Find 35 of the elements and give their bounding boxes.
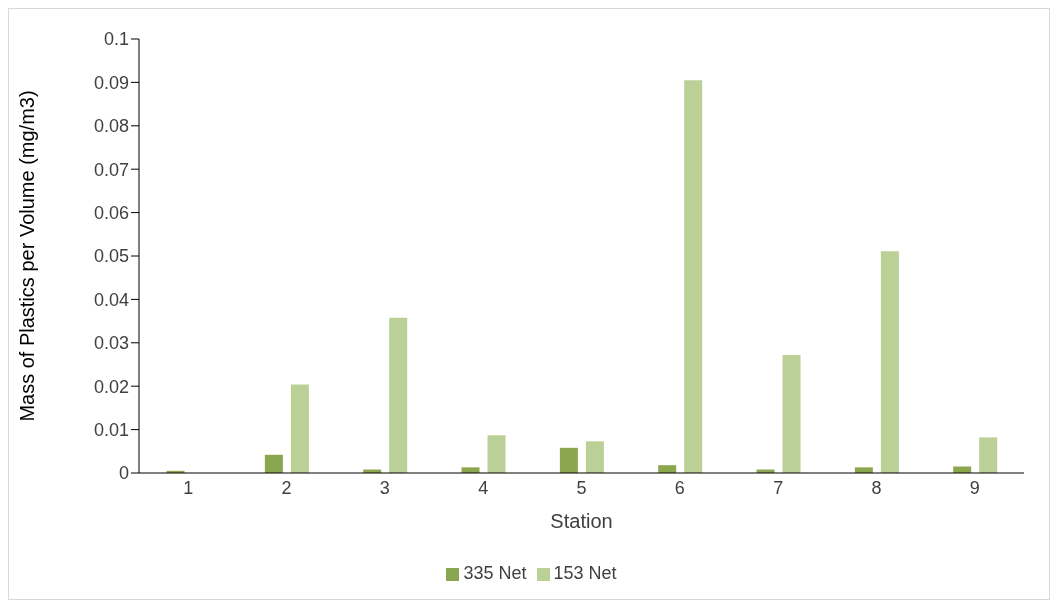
bar [880, 251, 899, 473]
legend-label: 153 Net [553, 563, 617, 583]
bar [979, 437, 998, 473]
y-tick-label: 0.07 [93, 159, 129, 180]
y-tick-label: 0 [118, 463, 129, 484]
bar [684, 80, 703, 473]
x-tick-label: 2 [281, 477, 292, 498]
y-tick-label: 0.04 [93, 289, 129, 310]
bar [389, 317, 408, 473]
y-tick-label: 0.09 [93, 72, 129, 93]
legend-label: 335 Net [463, 563, 527, 583]
y-tick-label: 0.08 [93, 116, 129, 137]
x-tick-label: 7 [773, 477, 784, 498]
y-tick-label: 0.03 [93, 333, 129, 354]
bar [487, 435, 506, 473]
y-tick-label: 0.05 [93, 246, 129, 267]
x-tick-label: 3 [379, 477, 390, 498]
x-tick-label: 4 [478, 477, 489, 498]
y-tick-label: 0.1 [103, 29, 129, 50]
bar [585, 441, 604, 473]
y-tick-label: 0.02 [93, 376, 129, 397]
x-axis-title: Station [550, 510, 613, 532]
x-tick-label: 1 [183, 477, 194, 498]
bar [953, 466, 972, 473]
x-tick-label: 6 [674, 477, 685, 498]
x-tick-label: 9 [969, 477, 980, 498]
y-tick-label: 0.06 [93, 202, 129, 223]
y-axis-title: Mass of Plastics per Volume (mg/m3) [16, 90, 39, 422]
bar [264, 454, 283, 473]
bar [290, 384, 309, 473]
y-tick-label: 0.01 [93, 419, 129, 440]
bar [559, 447, 578, 473]
x-tick-label: 8 [871, 477, 882, 498]
bar [782, 354, 801, 473]
x-tick-label: 5 [576, 477, 587, 498]
